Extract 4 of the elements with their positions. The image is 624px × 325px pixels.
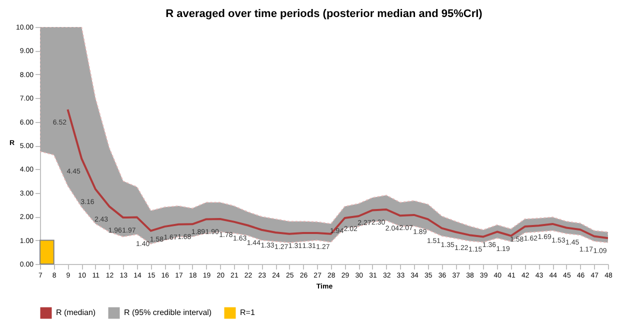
legend-label: R (95% credible interval) [124,308,212,317]
legend-label: R (median) [56,308,96,317]
legend-label: R=1 [240,308,256,317]
chart-title: R averaged over time periods (posterior median and 95%CrI) [166,8,483,20]
